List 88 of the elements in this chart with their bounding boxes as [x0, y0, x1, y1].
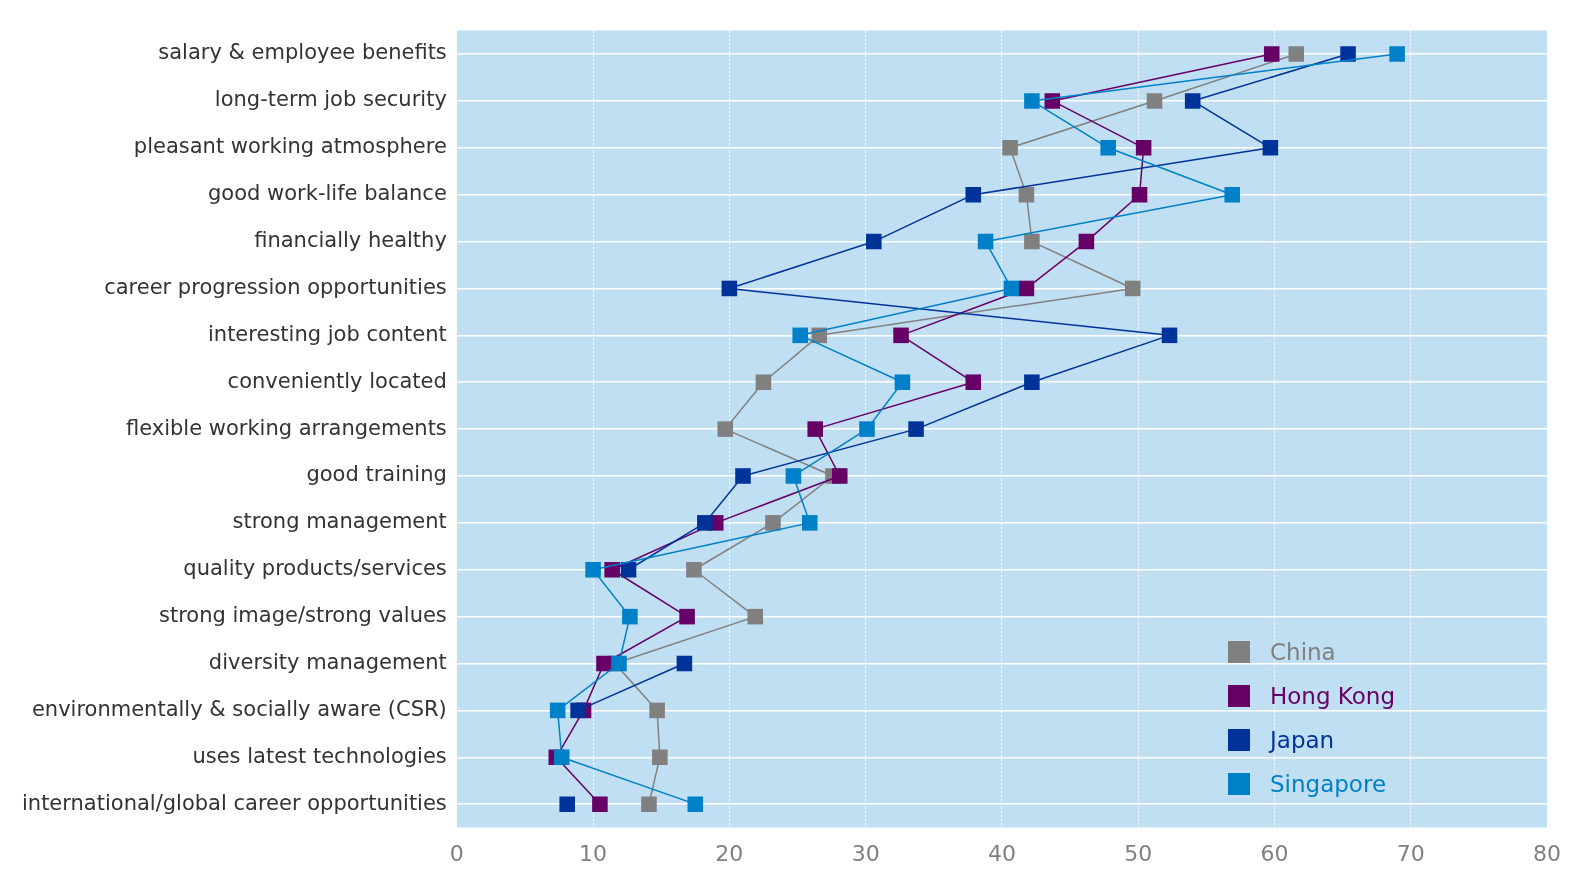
legend-label: China — [1270, 639, 1336, 665]
y-tick-label: pleasant working atmosphere — [133, 134, 447, 159]
y-tick-label: salary & employee benefits — [158, 40, 447, 65]
y-tick-label: international/global career opportunities — [22, 790, 447, 815]
point — [559, 796, 575, 812]
point — [553, 749, 570, 766]
point — [755, 374, 772, 390]
point — [697, 515, 713, 531]
y-tick-label: good training — [306, 462, 447, 487]
point — [1161, 327, 1178, 344]
point — [831, 468, 848, 484]
point — [1263, 46, 1280, 62]
point — [807, 421, 823, 437]
point — [1135, 140, 1152, 156]
point — [1340, 46, 1356, 62]
x-tick-label: 0 — [449, 840, 464, 866]
point — [1024, 374, 1040, 390]
point — [1131, 186, 1148, 203]
point — [801, 515, 818, 531]
point — [977, 233, 994, 250]
point — [747, 608, 764, 625]
y-tick-label: conveniently located — [227, 368, 447, 393]
point — [1124, 280, 1141, 297]
point — [735, 468, 751, 484]
x-tick-label: 30 — [851, 840, 880, 866]
point — [894, 374, 911, 390]
point — [792, 327, 808, 344]
y-tick-label: quality products/services — [183, 556, 447, 581]
point — [1078, 233, 1095, 250]
point — [641, 796, 657, 812]
point — [611, 655, 627, 672]
point — [585, 561, 601, 578]
x-tick-label: 70 — [1396, 840, 1425, 866]
x-tick-label: 20 — [715, 840, 744, 866]
point — [679, 608, 695, 625]
y-tick-label: strong management — [232, 509, 447, 534]
point — [652, 749, 668, 766]
point — [1024, 93, 1040, 109]
legend-label: Hong Kong — [1270, 683, 1396, 709]
point — [1018, 280, 1035, 297]
point — [686, 561, 702, 578]
point — [1288, 46, 1305, 62]
point — [1003, 280, 1020, 297]
point — [1146, 93, 1163, 109]
x-tick-label: 40 — [987, 840, 1016, 866]
point — [1002, 140, 1018, 156]
x-tick-label: 80 — [1533, 840, 1561, 866]
y-tick-label: strong image/strong values — [159, 603, 447, 628]
point — [859, 421, 875, 437]
point — [908, 421, 924, 437]
y-tick-label: career progression opportunities — [104, 274, 447, 299]
x-tick-label: 10 — [579, 840, 608, 866]
point — [1024, 233, 1040, 250]
point — [765, 515, 781, 531]
y-tick-label: good work-life balance — [208, 181, 447, 206]
point — [721, 280, 738, 297]
point — [1184, 93, 1201, 109]
point — [965, 186, 982, 203]
point — [549, 702, 566, 719]
legend-label: Singapore — [1270, 771, 1387, 797]
point — [1224, 186, 1240, 203]
point — [596, 655, 612, 672]
point — [866, 233, 882, 250]
y-tick-label: diversity management — [208, 649, 447, 674]
y-tick-label: long-term job security — [214, 87, 447, 112]
y-tick-label: flexible working arrangements — [125, 415, 447, 440]
y-tick-label: interesting job content — [208, 321, 447, 346]
point — [620, 561, 637, 578]
point — [687, 796, 704, 812]
point — [676, 655, 693, 672]
point — [649, 702, 665, 719]
point — [717, 421, 734, 437]
point — [785, 468, 802, 484]
point — [592, 796, 608, 812]
point — [1100, 140, 1116, 156]
legend-label: Japan — [1270, 727, 1335, 753]
y-tick-label: environmentally & socially aware (CSR) — [31, 696, 447, 721]
x-tick-label: 50 — [1124, 840, 1153, 866]
point — [965, 374, 982, 390]
point — [1262, 140, 1279, 156]
point — [1018, 186, 1035, 203]
y-tick-label: uses latest technologies — [192, 743, 447, 768]
point — [622, 608, 638, 625]
point — [570, 702, 586, 719]
x-tick-label: 60 — [1260, 840, 1289, 866]
point — [1389, 46, 1405, 62]
point — [893, 327, 909, 344]
y-tick-label: financially healthy — [254, 228, 447, 253]
